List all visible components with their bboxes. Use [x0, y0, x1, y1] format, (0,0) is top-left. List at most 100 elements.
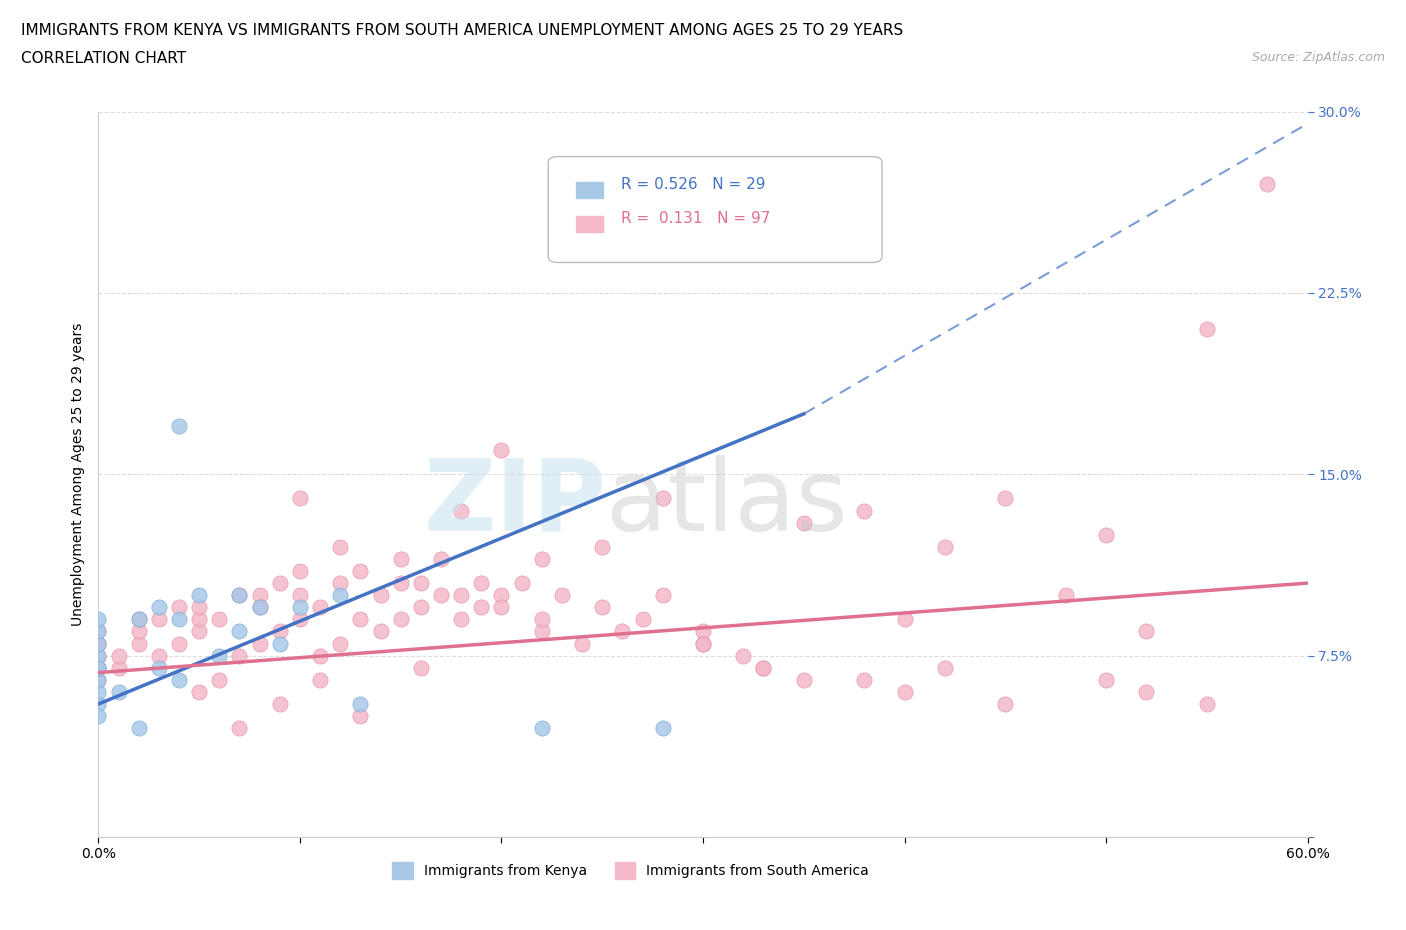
Point — [188, 612, 211, 627]
Point — [288, 491, 311, 506]
Point — [107, 648, 129, 663]
Point — [228, 624, 250, 639]
Point — [450, 612, 472, 627]
Point — [1095, 527, 1118, 542]
Point — [994, 491, 1017, 506]
Point — [87, 672, 110, 687]
Text: ZIP: ZIP — [423, 455, 606, 551]
Point — [470, 600, 492, 615]
Legend: Immigrants from Kenya, Immigrants from South America: Immigrants from Kenya, Immigrants from S… — [387, 857, 875, 884]
Point — [631, 612, 654, 627]
Bar — [576, 182, 603, 198]
Point — [1135, 684, 1157, 699]
Point — [188, 624, 211, 639]
Point — [1195, 322, 1218, 337]
Point — [450, 503, 472, 518]
Point — [530, 624, 553, 639]
Point — [269, 576, 291, 591]
Point — [128, 636, 150, 651]
Point — [309, 672, 332, 687]
Point — [430, 551, 453, 566]
Point — [269, 624, 291, 639]
Point — [87, 660, 110, 675]
Point — [309, 648, 332, 663]
Point — [148, 648, 170, 663]
Point — [167, 636, 190, 651]
Point — [349, 697, 371, 711]
Point — [893, 612, 915, 627]
Point — [87, 684, 110, 699]
Point — [208, 648, 231, 663]
Point — [87, 709, 110, 724]
Point — [510, 576, 533, 591]
Point — [107, 660, 129, 675]
Point — [389, 551, 412, 566]
Point — [329, 539, 352, 554]
Point — [87, 648, 110, 663]
Text: CORRELATION CHART: CORRELATION CHART — [21, 51, 186, 66]
Point — [188, 684, 211, 699]
Point — [228, 588, 250, 603]
Point — [470, 576, 492, 591]
Point — [692, 624, 714, 639]
Point — [228, 648, 250, 663]
Point — [692, 636, 714, 651]
Point — [430, 588, 453, 603]
Point — [1095, 672, 1118, 687]
Point — [288, 612, 311, 627]
Point — [309, 600, 332, 615]
Point — [651, 491, 673, 506]
Point — [1256, 177, 1278, 192]
Text: atlas: atlas — [606, 455, 848, 551]
Point — [491, 588, 513, 603]
Point — [530, 551, 553, 566]
Point — [87, 636, 110, 651]
Point — [188, 600, 211, 615]
Text: IMMIGRANTS FROM KENYA VS IMMIGRANTS FROM SOUTH AMERICA UNEMPLOYMENT AMONG AGES 2: IMMIGRANTS FROM KENYA VS IMMIGRANTS FROM… — [21, 23, 903, 38]
Point — [107, 684, 129, 699]
Point — [893, 684, 915, 699]
Point — [853, 672, 876, 687]
Point — [87, 624, 110, 639]
Point — [1135, 624, 1157, 639]
Point — [551, 588, 574, 603]
Text: Source: ZipAtlas.com: Source: ZipAtlas.com — [1251, 51, 1385, 64]
Point — [288, 600, 311, 615]
Point — [269, 636, 291, 651]
Point — [651, 721, 673, 736]
Point — [692, 636, 714, 651]
Point — [591, 539, 613, 554]
Point — [370, 588, 392, 603]
Point — [87, 697, 110, 711]
Point — [389, 612, 412, 627]
Point — [228, 721, 250, 736]
Point — [752, 660, 775, 675]
Point — [167, 672, 190, 687]
Point — [87, 660, 110, 675]
Point — [612, 624, 634, 639]
Point — [370, 624, 392, 639]
Point — [87, 636, 110, 651]
Point — [934, 660, 956, 675]
Point — [249, 600, 271, 615]
Point — [329, 588, 352, 603]
Point — [752, 660, 775, 675]
Point — [530, 612, 553, 627]
Text: R = 0.526   N = 29: R = 0.526 N = 29 — [621, 178, 765, 193]
Point — [409, 576, 432, 591]
Point — [128, 624, 150, 639]
Point — [87, 612, 110, 627]
Point — [793, 515, 815, 530]
Point — [249, 636, 271, 651]
Point — [288, 588, 311, 603]
Point — [167, 600, 190, 615]
Point — [167, 418, 190, 433]
Point — [389, 576, 412, 591]
Point — [208, 672, 231, 687]
Bar — [576, 216, 603, 232]
Point — [208, 612, 231, 627]
Point — [349, 564, 371, 578]
Point — [349, 612, 371, 627]
Point — [128, 721, 150, 736]
Point — [329, 636, 352, 651]
